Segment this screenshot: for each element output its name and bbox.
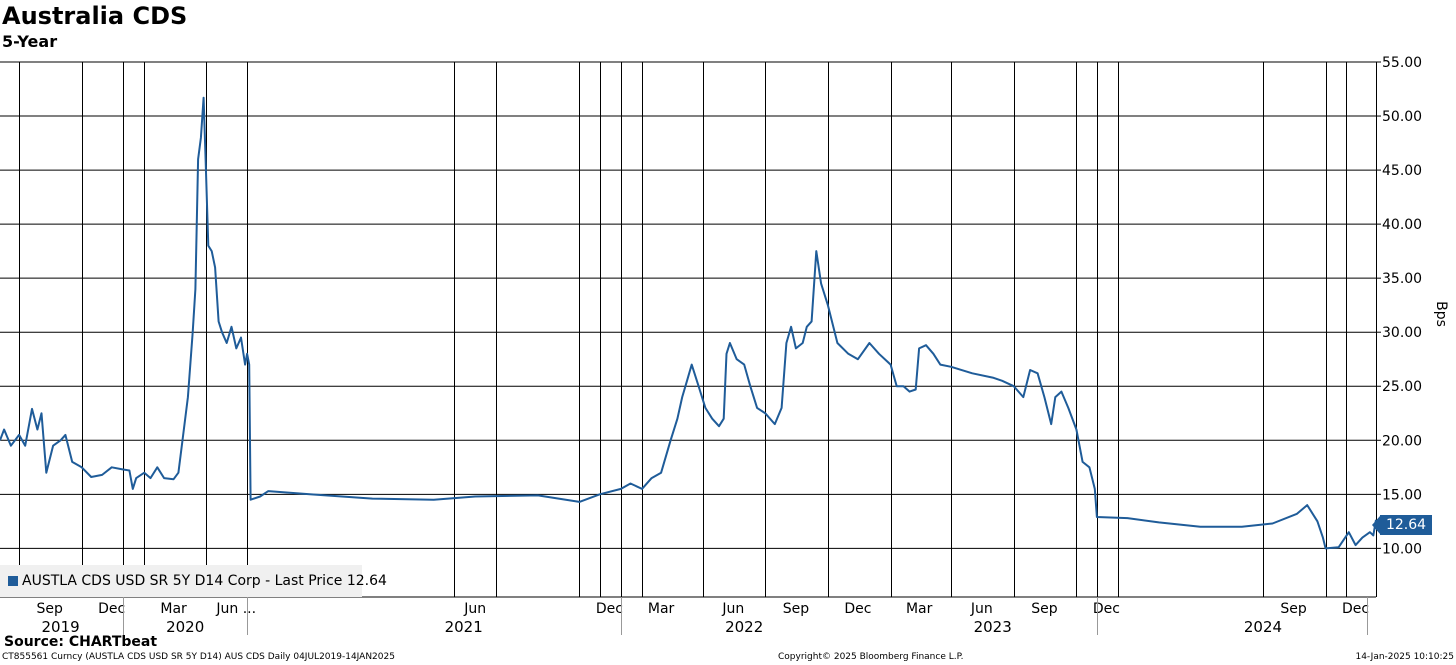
axis-layer: 55.00 50.00 45.00 40.00 35.00 30.00 25.00 20.00… (0, 55, 1422, 636)
x-tick-label: Jun (721, 601, 744, 617)
x-tick-label: Mar (906, 601, 933, 617)
y-tick-label: 40.00 (1382, 217, 1422, 233)
footer-ticker-info: CT855561 Curncy (AUSTLA CDS USD SR 5Y D1… (2, 652, 395, 662)
series-layer (0, 96, 1377, 550)
x-tick-label: Sep (37, 601, 64, 617)
y-tick-label: 30.00 (1382, 325, 1422, 341)
x-tick-label: Dec (98, 601, 125, 617)
x-tick-label: Mar (648, 601, 675, 617)
footer-timestamp: 14-Jan-2025 10:10:25 (1355, 652, 1454, 662)
x-tick-label: Sep (1280, 601, 1307, 617)
y-tick-label: 20.00 (1382, 433, 1422, 449)
x-tick-label: Sep (783, 601, 810, 617)
x-tick-label: Dec (1093, 601, 1120, 617)
x-tick-label: Mar (160, 601, 187, 617)
chart-title: Australia CDS (2, 2, 188, 30)
x-tick-label: Dec (844, 601, 871, 617)
source-note: Source: CHARTbeat (4, 634, 158, 650)
x-year-label: 2019 (42, 618, 80, 636)
legend-swatch (8, 576, 18, 586)
x-tick-label: Jun ... (215, 601, 256, 617)
x-tick-label: Sep (1031, 601, 1058, 617)
y-tick-label: 35.00 (1382, 271, 1422, 287)
y-tick-label: 25.00 (1382, 379, 1422, 395)
x-tick-label: Jun (463, 601, 486, 617)
x-tick-label: Dec (596, 601, 623, 617)
x-year-label: 2022 (725, 618, 763, 636)
legend-label: AUSTLA CDS USD SR 5Y D14 Corp - Last Pri… (22, 573, 387, 589)
legend: AUSTLA CDS USD SR 5Y D14 Corp - Last Pri… (0, 565, 387, 597)
last-value-badge: 12.64 (1380, 515, 1432, 535)
x-tick-label: Jun (970, 601, 993, 617)
series-line (0, 96, 1377, 550)
y-axis-label: Bps (1433, 301, 1449, 327)
x-tick-label: Dec (1342, 601, 1369, 617)
grid-layer (0, 61, 1376, 597)
y-tick-label: 10.00 (1382, 541, 1422, 557)
footer-copyright: Copyright© 2025 Bloomberg Finance L.P. (778, 652, 964, 662)
chart-subtitle: 5-Year (2, 32, 58, 51)
x-year-label: 2021 (445, 618, 483, 636)
y-tick-label: 55.00 (1382, 55, 1422, 71)
last-value-badge-pointer (1372, 516, 1380, 534)
x-year-label: 2020 (166, 618, 204, 636)
x-year-label: 2024 (1244, 618, 1282, 636)
x-year-label: 2023 (974, 618, 1012, 636)
y-tick-label: 45.00 (1382, 163, 1422, 179)
y-tick-label: 15.00 (1382, 487, 1422, 503)
y-tick-label: 50.00 (1382, 109, 1422, 125)
